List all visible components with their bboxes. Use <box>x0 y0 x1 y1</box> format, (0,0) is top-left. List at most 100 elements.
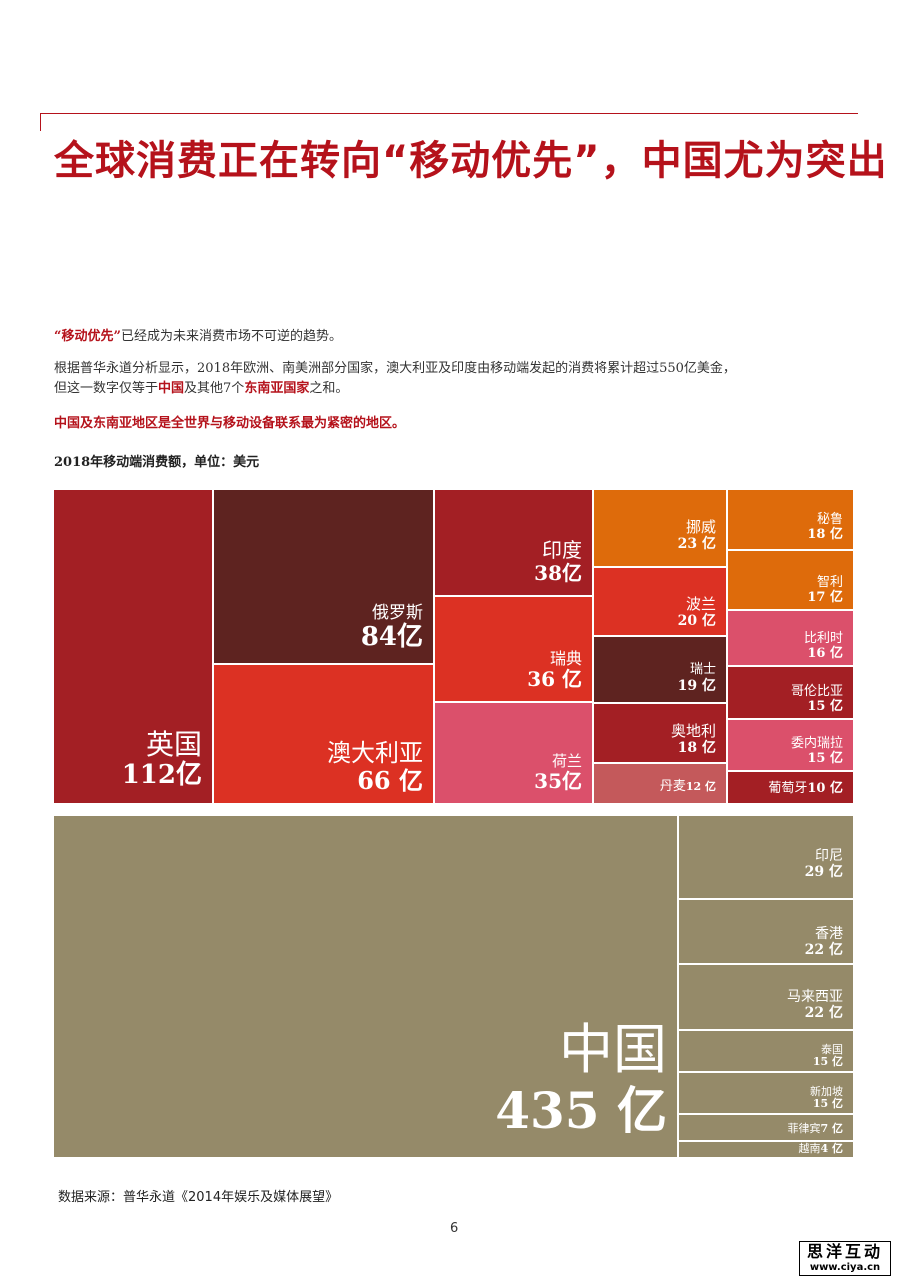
tile-label: 奥地利 18 亿 <box>670 721 716 756</box>
tile-label: 瑞士 19 亿 <box>677 661 716 694</box>
tile-name: 波兰 <box>685 594 716 613</box>
tile-name: 哥伦比亚 <box>790 684 843 700</box>
tile-name: 菲律宾 <box>787 1121 821 1135</box>
tile-name: 奥地利 <box>670 721 716 740</box>
watermark-url: www.ciya.cn <box>809 1262 881 1273</box>
tile-value: 18 亿 <box>677 739 716 756</box>
tile-value: 84亿 <box>360 622 423 653</box>
tile-label: 波兰 20 亿 <box>677 594 716 629</box>
tile-value: 38亿 <box>534 561 582 585</box>
tile-value: 10 亿 <box>807 781 843 797</box>
treemap-tile: 菲律宾7 亿 <box>678 1114 854 1141</box>
tile-value: 19 亿 <box>677 677 716 694</box>
tile-label: 印尼 29 亿 <box>805 848 843 880</box>
title-rule-corner <box>40 113 41 131</box>
body-sea: 东南亚国家 <box>244 381 310 396</box>
tile-name: 俄罗斯 <box>372 602 423 623</box>
chart-caption: 2018年移动端消费额，单位：美元 <box>54 455 260 470</box>
treemap-tile: 越南4 亿 <box>678 1141 854 1158</box>
treemap-tile: 泰国 15 亿 <box>678 1030 854 1072</box>
tile-name: 英国 <box>145 727 202 761</box>
page-number: 6 <box>450 1221 459 1236</box>
treemap-tile: 澳大利亚 66 亿 <box>213 664 434 804</box>
tile-label: 中国 435 亿 <box>495 1019 667 1139</box>
tile-name: 智利 <box>816 575 843 591</box>
tile-name: 泰国 <box>821 1042 843 1056</box>
tile-name: 比利时 <box>803 631 843 647</box>
tile-name: 印尼 <box>815 847 843 864</box>
tile-label: 泰国 15 亿 <box>812 1042 843 1069</box>
treemap-tile: 香港 22 亿 <box>678 899 854 964</box>
tile-name: 瑞士 <box>689 661 716 677</box>
body-line-2c: 及其他7个 <box>184 381 245 396</box>
tile-value: 22 亿 <box>804 941 843 958</box>
tile-value: 4 亿 <box>820 1141 843 1155</box>
treemap-tile: 比利时 16 亿 <box>727 610 854 666</box>
treemap-tile: 葡萄牙10 亿 <box>727 771 854 804</box>
treemap-tile: 秘鲁 18 亿 <box>727 489 854 550</box>
tile-label: 委内瑞拉 15 亿 <box>790 736 843 767</box>
treemap-tile: 波兰 20 亿 <box>593 567 727 636</box>
treemap-tile: 奥地利 18 亿 <box>593 703 727 763</box>
tile-name: 越南 <box>798 1141 821 1155</box>
treemap-tile: 印度 38亿 <box>434 489 593 596</box>
watermark-logo: 思洋互动 www.ciya.cn <box>799 1241 891 1276</box>
tile-value: 435 亿 <box>495 1080 667 1140</box>
treemap-tile: 中国 435 亿 <box>53 815 678 1158</box>
tile-name: 委内瑞拉 <box>790 736 843 752</box>
body-line-1: 根据普华永道分析显示，2018年欧洲、南美洲部分国家，澳大利亚及印度由移动端发起… <box>54 361 736 376</box>
tile-value: 66 亿 <box>357 766 423 796</box>
body-paragraph: 根据普华永道分析显示，2018年欧洲、南美洲部分国家，澳大利亚及印度由移动端发起… <box>54 359 736 399</box>
tile-label: 秘鲁 18 亿 <box>807 512 843 543</box>
body-china: 中国 <box>158 381 185 396</box>
tile-value: 23 亿 <box>677 535 716 552</box>
tile-value: 15 亿 <box>812 1055 843 1069</box>
tile-name: 中国 <box>559 1018 667 1082</box>
tile-value: 16 亿 <box>807 646 843 662</box>
tile-value: 15 亿 <box>812 1097 843 1111</box>
tile-value: 18 亿 <box>807 527 843 543</box>
tile-value: 36 亿 <box>527 667 582 691</box>
tile-label: 丹麦12 亿 <box>660 776 716 795</box>
tile-label: 英国 112亿 <box>122 727 202 791</box>
tile-label: 马来西亚 22 亿 <box>787 989 843 1021</box>
tile-value: 17 亿 <box>807 590 843 606</box>
intro-rest: 已经成为未来消费市场不可逆的趋势。 <box>120 329 342 344</box>
tile-name: 荷兰 <box>551 751 582 770</box>
treemap-tile: 印尼 29 亿 <box>678 815 854 899</box>
treemap-tile: 新加坡 15 亿 <box>678 1072 854 1114</box>
tile-label: 新加坡 15 亿 <box>810 1084 843 1111</box>
source-note: 数据来源：普华永道《2014年娱乐及媒体展望》 <box>58 1190 339 1205</box>
page-title: 全球消费正在转向“移动优先”，中国尤为突出 <box>54 138 888 184</box>
tile-name: 葡萄牙 <box>768 781 808 797</box>
treemap-tile: 瑞士 19 亿 <box>593 636 727 703</box>
treemap-tile: 智利 17 亿 <box>727 550 854 610</box>
highlight-paragraph: 中国及东南亚地区是全世界与移动设备联系最为紧密的地区。 <box>54 416 406 431</box>
body-line-2e: 之和。 <box>309 381 349 396</box>
tile-value: 20 亿 <box>677 612 716 629</box>
tile-label: 菲律宾7 亿 <box>788 1118 843 1136</box>
tile-label: 哥伦比亚 15 亿 <box>790 684 843 715</box>
treemap-tile: 马来西亚 22 亿 <box>678 964 854 1030</box>
tile-label: 瑞典 36 亿 <box>527 649 582 691</box>
tile-value: 7 亿 <box>820 1121 843 1135</box>
tile-label: 香港 22 亿 <box>805 926 843 958</box>
treemap-tile: 挪威 23 亿 <box>593 489 727 567</box>
tile-label: 挪威 23 亿 <box>677 518 716 552</box>
body-line-2a: 但这一数字仅等于 <box>54 381 159 396</box>
treemap-tile: 委内瑞拉 15 亿 <box>727 719 854 771</box>
tile-value: 15 亿 <box>807 751 843 767</box>
tile-value: 15 亿 <box>807 699 843 715</box>
tile-name: 香港 <box>815 925 843 942</box>
treemap-tile: 英国 112亿 <box>53 489 213 804</box>
tile-label: 越南4 亿 <box>798 1141 843 1156</box>
tile-label: 澳大利亚 66 亿 <box>327 739 423 796</box>
intro-paragraph: “移动优先”已经成为未来消费市场不可逆的趋势。 <box>54 327 342 347</box>
tile-name: 印度 <box>542 538 582 562</box>
tile-name: 秘鲁 <box>816 512 843 528</box>
tile-name: 新加坡 <box>810 1084 843 1098</box>
tile-label: 印度 38亿 <box>534 539 582 585</box>
tile-label: 荷兰 35亿 <box>534 751 582 793</box>
treemap-tile: 哥伦比亚 15 亿 <box>727 666 854 719</box>
